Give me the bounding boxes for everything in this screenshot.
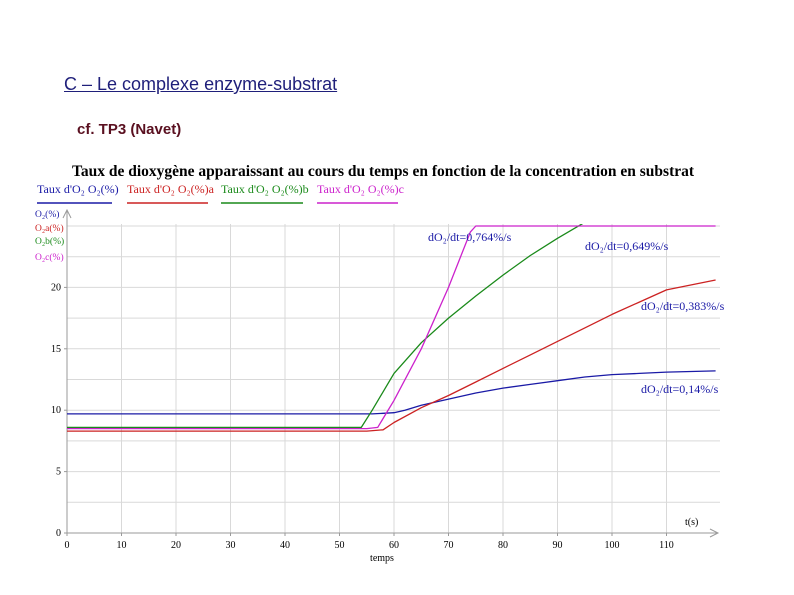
- x-tick-label: 80: [498, 540, 508, 551]
- series-line-2: [67, 224, 584, 429]
- x-tick-label: 50: [335, 540, 345, 551]
- y-tick-label: 5: [56, 467, 61, 478]
- x-tick-label: 110: [659, 540, 674, 551]
- y-tick-label: 15: [51, 344, 61, 355]
- x-tick-label: 10: [117, 540, 127, 551]
- y-tick-label: 20: [51, 282, 61, 293]
- series-line-3: [67, 225, 716, 430]
- annotation-slope-a: dO₂/dt=0,383%/s: [641, 299, 725, 313]
- y-tick-label: 10: [51, 405, 61, 416]
- x-tick-label: 70: [444, 540, 454, 551]
- series-line-1: [67, 279, 716, 432]
- y-tick-label: 0: [56, 528, 61, 539]
- x-tick-label: 60: [389, 540, 399, 551]
- legend-label-series-3: Taux d'O₂ O₂(%)c: [317, 182, 404, 196]
- x-axis-arrow: [709, 528, 720, 538]
- annotation-slope-c: dO₂/dt=0,764%/s: [428, 230, 512, 244]
- tick-labels: 0 10 20 30 40 50 60 70 80 90 100 110 0 5 10 15 20: [51, 282, 674, 551]
- axes: [62, 208, 720, 538]
- x-tick-label: 30: [226, 540, 236, 551]
- legend-label-series-1: Taux d'O₂ O₂(%)a: [127, 182, 215, 196]
- y-label-0: O₂(%): [35, 209, 59, 220]
- x-tick-label: 100: [605, 540, 620, 551]
- series-lines: [67, 224, 716, 432]
- y-axis-arrow: [62, 208, 72, 219]
- chart-title: Taux de dioxygène apparaissant au cours …: [72, 163, 695, 180]
- x-axis-label: temps: [370, 553, 394, 564]
- x-tick-label: 90: [553, 540, 563, 551]
- y-label-2: O₂b(%): [35, 236, 64, 247]
- x-unit-label: t(s): [685, 517, 698, 528]
- x-tick-label: 40: [280, 540, 290, 551]
- legend-label-series-0: Taux d'O₂ O₂(%): [37, 182, 119, 196]
- legend: Taux d'O₂ O₂(%) Taux d'O₂ O₂(%)a Taux d'…: [37, 182, 404, 204]
- x-tick-label: 0: [65, 540, 70, 551]
- annotation-slope-b: dO₂/dt=0,649%/s: [585, 239, 669, 253]
- slide-title: C – Le complexe enzyme-substrat: [64, 74, 338, 94]
- y-label-1: O₂a(%): [35, 223, 64, 234]
- grid: [67, 224, 720, 533]
- annotation-slope-0: dO₂/dt=0,14%/s: [641, 382, 719, 396]
- x-tick-label: 20: [171, 540, 181, 551]
- legend-label-series-2: Taux d'O₂ O₂(%)b: [221, 182, 309, 196]
- y-label-3: O₂c(%): [35, 252, 64, 263]
- slide-subtitle: cf. TP3 (Navet): [77, 121, 182, 138]
